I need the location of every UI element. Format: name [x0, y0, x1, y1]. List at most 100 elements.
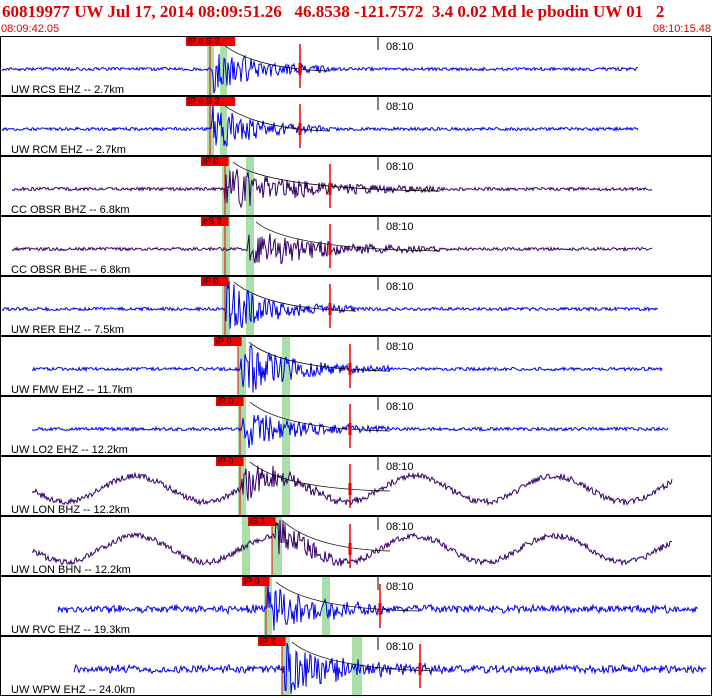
coda-duration-curve — [248, 341, 391, 372]
phase-pick-box[interactable] — [216, 397, 244, 406]
waveform-trace — [31, 343, 663, 393]
phase-pick-label: iP e S 2 — [188, 96, 219, 106]
station-label: CC OBSR BHE -- 6.8km — [11, 264, 130, 276]
coda-duration-curve — [233, 281, 357, 312]
pick-window-band — [352, 637, 362, 695]
station-label: UW LON BHZ -- 12.2km — [11, 504, 130, 516]
waveform-trace — [11, 168, 653, 209]
minute-label: 08:10 — [386, 521, 414, 533]
minute-label: 08:10 — [386, 281, 414, 293]
station-label: UW RCS EHZ -- 2.7km — [11, 84, 124, 96]
phase-pick-label: iS 1 — [250, 516, 266, 526]
minute-label: 08:10 — [386, 341, 414, 353]
phase-pick-box[interactable] — [216, 457, 244, 466]
trace-panel[interactable]: 08:10 iP 0 UW LO2 EHZ -- 12.2km — [0, 396, 712, 456]
phase-pick-box[interactable] — [242, 577, 270, 586]
phase-pick-label: iP 0 — [216, 336, 231, 346]
minute-label: 08:10 — [386, 101, 414, 113]
coda-duration-curve — [291, 641, 441, 672]
minute-label: 08:10 — [386, 41, 414, 53]
phase-pick-box[interactable] — [248, 517, 276, 526]
minute-label: 08:10 — [386, 221, 414, 233]
phase-pick-box[interactable] — [201, 157, 229, 166]
trace-panel[interactable]: 08:10 iP 0 UW RER EHZ -- 7.5km — [0, 276, 712, 336]
pick-window-band — [282, 637, 290, 695]
phase-pick-box[interactable] — [214, 337, 242, 346]
station-label: UW WPW EHZ -- 24.0km — [11, 684, 135, 696]
phase-pick-box[interactable] — [201, 217, 229, 226]
amplitude-marker-head — [418, 663, 422, 675]
station-label: UW RCM EHZ -- 2.7km — [11, 144, 126, 156]
amplitude-marker-head — [348, 363, 352, 375]
station-label: UW LO2 EHZ -- 12.2km — [11, 444, 128, 456]
minute-label: 08:10 — [386, 461, 414, 473]
station-label: UW RER EHZ -- 7.5km — [11, 324, 124, 336]
phase-pick-box[interactable] — [258, 637, 286, 646]
coda-duration-curve — [219, 101, 331, 132]
pick-window-band — [246, 157, 254, 215]
coda-duration-curve — [219, 41, 331, 72]
station-label: UW LON BHN -- 12.2km — [11, 564, 131, 576]
trace-panel[interactable]: 08:10 iP 0 UW RVC EHZ -- 19.3km — [0, 576, 712, 636]
station-label: UW FMW EHZ -- 11.7km — [11, 384, 132, 396]
minute-label: 08:10 — [386, 401, 414, 413]
phase-pick-label: iP 2 — [260, 636, 275, 646]
amplitude-marker-head — [348, 423, 352, 435]
window-end-time: 08:10:15.48 — [652, 23, 711, 35]
amplitude-marker-head — [328, 243, 332, 255]
pick-window-band — [220, 97, 227, 155]
pick-window-band — [282, 457, 290, 515]
phase-pick-label: iP 0 — [203, 276, 218, 286]
window-start-time: 08:09:42.05 — [1, 23, 60, 35]
minute-label: 08:10 — [386, 161, 414, 173]
trace-panel[interactable]: 08:10 iS 1 UW LON BHN -- 12.2km — [0, 516, 712, 576]
amplitude-marker-head — [348, 543, 352, 555]
pick-window-band — [282, 337, 290, 395]
trace-panel[interactable]: 08:10 iP 2 UW WPW EHZ -- 24.0km — [0, 636, 712, 696]
trace-panel[interactable]: 08:10 iP 0 UW LON BHZ -- 12.2km — [0, 456, 712, 516]
amplitude-marker-head — [298, 63, 302, 75]
waveform-trace — [1, 105, 639, 147]
waveform-trace — [57, 582, 699, 631]
event-header-title: 60819977 UW Jul 17, 2014 08:09:51.26 46.… — [2, 2, 665, 21]
minute-label: 08:10 — [386, 581, 414, 593]
phase-pick-label: iP 0 — [218, 456, 233, 466]
trace-panel[interactable]: 08:10 iP e S 2 UW RCM EHZ -- 2.7km — [0, 96, 712, 156]
pick-window-band — [246, 277, 254, 335]
waveform-trace — [1, 54, 638, 94]
amplitude-marker-head — [328, 303, 332, 315]
waveform-trace — [31, 465, 673, 507]
coda-duration-curve — [275, 581, 421, 612]
coda-duration-curve — [283, 521, 391, 552]
phase-pick-box[interactable] — [186, 97, 236, 106]
trace-panel[interactable]: 08:10 iP 0 UW FMW EHZ -- 11.7km — [0, 336, 712, 396]
minute-label: 08:10 — [386, 641, 414, 653]
phase-pick-label: iP 0 — [218, 396, 233, 406]
phase-pick-box[interactable] — [186, 37, 236, 46]
amplitude-marker-head — [298, 123, 302, 135]
coda-duration-curve — [249, 461, 391, 492]
phase-pick-label: iP e S 2 — [188, 36, 219, 46]
waveform-trace — [11, 233, 653, 265]
amplitude-marker-head — [378, 603, 382, 615]
pick-window-band — [272, 517, 282, 575]
pick-window-band — [222, 217, 230, 275]
trace-panel[interactable]: 08:10 iP 0 CC OBSR BHZ -- 6.8km — [0, 156, 712, 216]
trace-panel[interactable]: 08:10 iP e S 2 UW RCS EHZ -- 2.7km — [0, 36, 712, 96]
coda-duration-curve — [255, 221, 441, 252]
phase-pick-box[interactable] — [201, 277, 229, 286]
pick-window-band — [238, 337, 246, 395]
coda-duration-curve — [249, 401, 391, 432]
amplitude-marker-head — [328, 183, 332, 195]
seismogram-plot[interactable]: 08:10 iP e S 2 UW RCS EHZ -- 2.7km 08:10 iP … — [0, 36, 712, 698]
phase-pick-label: eS 2 — [203, 216, 222, 226]
trace-panel[interactable]: 08:10 eS 2 CC OBSR BHE -- 6.8km — [0, 216, 712, 276]
coda-duration-curve — [232, 161, 441, 192]
amplitude-marker-head — [348, 483, 352, 495]
phase-pick-label: iP 0 — [203, 156, 218, 166]
station-label: CC OBSR BHZ -- 6.8km — [11, 204, 130, 216]
waveform-trace — [73, 642, 707, 694]
phase-pick-label: iP 0 — [244, 576, 259, 586]
waveform-trace — [31, 519, 673, 567]
